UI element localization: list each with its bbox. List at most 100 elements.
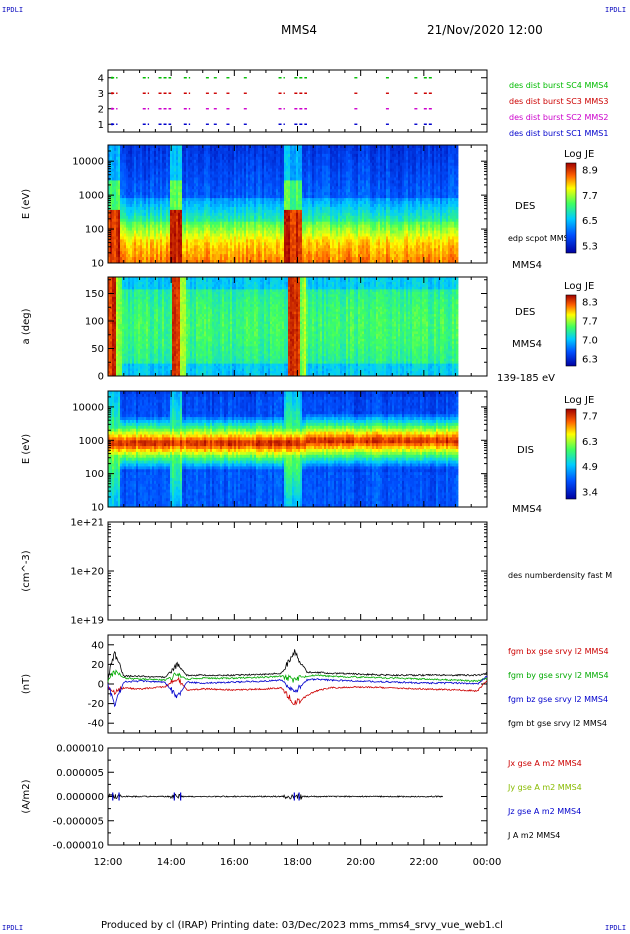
des-energy-spectrogram-cell bbox=[226, 153, 229, 158]
des-energy-spectrogram-cell bbox=[190, 227, 193, 231]
des-energy-spectrogram-cell bbox=[176, 168, 179, 172]
des-energy-spectrogram-cell bbox=[196, 227, 199, 231]
des-energy-spectrogram-cell bbox=[146, 183, 149, 187]
des-energy-spectrogram-cell bbox=[196, 168, 199, 172]
des-energy-spectrogram-cell bbox=[190, 162, 193, 167]
des-energy-spectrogram-cell bbox=[128, 156, 131, 161]
des-energy-spectrogram-cell bbox=[166, 150, 169, 155]
des-energy-spectrogram-cell bbox=[230, 171, 233, 175]
des-energy-spectrogram-cell bbox=[130, 257, 133, 261]
des-energy-spectrogram-cell bbox=[210, 183, 213, 187]
des-energy-spectrogram-cell bbox=[154, 156, 157, 161]
des-energy-spectrogram-cell bbox=[142, 156, 145, 161]
des-energy-spectrogram-cell bbox=[254, 218, 257, 223]
des-energy-spectrogram-cell bbox=[142, 198, 145, 202]
des-energy-spectrogram-cell bbox=[136, 215, 139, 220]
des-energy-spectrogram-cell bbox=[162, 233, 165, 237]
des-energy-spectrogram-cell bbox=[196, 215, 199, 220]
des-energy-spectrogram-cell bbox=[246, 171, 249, 175]
des-energy-spectrogram-cell bbox=[134, 206, 137, 211]
des-energy-spectrogram-cell bbox=[128, 162, 131, 167]
des-energy-spectrogram-cell bbox=[200, 189, 203, 193]
des-energy-spectrogram-cell bbox=[254, 201, 257, 205]
des-energy-spectrogram-cell bbox=[130, 233, 133, 237]
des-energy-spectrogram-cell bbox=[194, 236, 197, 240]
des-energy-spectrogram-cell bbox=[112, 233, 115, 237]
des-energy-spectrogram-cell bbox=[246, 204, 249, 208]
des-energy-spectrogram-cell bbox=[240, 230, 243, 234]
des-energy-spectrogram-cell bbox=[122, 180, 125, 184]
des-energy-spectrogram-cell bbox=[198, 218, 201, 223]
des-energy-spectrogram-cell bbox=[236, 186, 239, 190]
des-energy-spectrogram-cell bbox=[130, 156, 133, 161]
des-energy-spectrogram-cell bbox=[194, 215, 197, 220]
des-energy-spectrogram-cell bbox=[212, 236, 215, 240]
des-energy-spectrogram-cell bbox=[156, 162, 159, 167]
des-energy-spectrogram-cell bbox=[122, 168, 125, 172]
des-energy-spectrogram-cell bbox=[132, 174, 135, 178]
des-energy-spectrogram-cell bbox=[230, 183, 233, 187]
des-energy-spectrogram-cell bbox=[122, 248, 125, 252]
des-energy-spectrogram-cell bbox=[110, 174, 113, 178]
des-energy-spectrogram-cell bbox=[242, 183, 245, 187]
des-energy-spectrogram-cell bbox=[224, 224, 227, 228]
des-energy-spectrogram-cell bbox=[214, 174, 217, 178]
des-energy-spectrogram-cell bbox=[232, 147, 235, 152]
des-energy-spectrogram-cell bbox=[182, 251, 185, 255]
des-energy-spectrogram-cell bbox=[240, 242, 243, 246]
des-energy-spectrogram-cell bbox=[156, 206, 159, 211]
des-energy-spectrogram-cell bbox=[226, 212, 229, 217]
des-energy-spectrogram-cell bbox=[194, 147, 197, 152]
des-energy-spectrogram-cell bbox=[122, 150, 125, 155]
des-energy-spectrogram-cell bbox=[116, 218, 119, 223]
des-energy-spectrogram-cell bbox=[140, 198, 143, 202]
des-energy-spectrogram-cell bbox=[192, 159, 195, 164]
des-energy-spectrogram-cell bbox=[228, 153, 231, 158]
des-energy-spectrogram-cell bbox=[194, 224, 197, 228]
des-energy-spectrogram-cell bbox=[166, 147, 169, 152]
des-energy-spectrogram-cell bbox=[150, 159, 153, 164]
des-energy-spectrogram-cell bbox=[238, 165, 241, 169]
des-energy-spectrogram-cell bbox=[172, 245, 175, 249]
des-energy-spectrogram-cell bbox=[204, 156, 207, 161]
des-energy-spectrogram-cell bbox=[110, 165, 113, 169]
des-energy-spectrogram-cell bbox=[242, 260, 245, 264]
des-energy-spectrogram-cell bbox=[118, 189, 121, 193]
des-energy-spectrogram-cell bbox=[148, 206, 151, 211]
des-energy-spectrogram-cell bbox=[148, 221, 151, 226]
des-energy-spectrogram-cell bbox=[114, 195, 117, 199]
des-energy-spectrogram-cell bbox=[200, 206, 203, 211]
des-energy-spectrogram-cell bbox=[120, 145, 123, 149]
des-energy-spectrogram-cell bbox=[156, 204, 159, 208]
des-energy-spectrogram-cell bbox=[138, 201, 141, 205]
des-energy-spectrogram-cell bbox=[154, 177, 157, 181]
des-energy-spectrogram-cell bbox=[176, 156, 179, 161]
des-energy-spectrogram-cell bbox=[152, 221, 155, 226]
des-energy-spectrogram-cell bbox=[128, 168, 131, 172]
des-energy-spectrogram-cell bbox=[212, 260, 215, 264]
des-energy-spectrogram-cell bbox=[226, 204, 229, 208]
des-energy-spectrogram-cell bbox=[228, 221, 231, 226]
des-energy-spectrogram-cell bbox=[144, 177, 147, 181]
des-energy-spectrogram-cell bbox=[252, 206, 255, 211]
des-energy-spectrogram-cell bbox=[124, 180, 127, 184]
des-energy-spectrogram-cell bbox=[156, 201, 159, 205]
des-energy-spectrogram-cell bbox=[222, 145, 225, 149]
des-energy-spectrogram-cell bbox=[230, 162, 233, 167]
des-energy-spectrogram-cell bbox=[224, 230, 227, 234]
des-energy-spectrogram-cell bbox=[216, 162, 219, 167]
des-energy-spectrogram-cell bbox=[186, 257, 189, 261]
des-energy-spectrogram-cell bbox=[118, 206, 121, 211]
des-energy-spectrogram-cell bbox=[128, 198, 131, 202]
des-energy-spectrogram-cell bbox=[244, 233, 247, 237]
des-energy-spectrogram-cell bbox=[192, 248, 195, 252]
des-energy-spectrogram-cell bbox=[222, 204, 225, 208]
des-energy-spectrogram-cell bbox=[210, 165, 213, 169]
des-energy-spectrogram-cell bbox=[114, 186, 117, 190]
corner-label-top-left: IPDLI bbox=[2, 6, 23, 14]
des-energy-spectrogram-cell bbox=[202, 162, 205, 167]
des-energy-spectrogram-cell bbox=[206, 206, 209, 211]
des-energy-spectrogram-cell bbox=[240, 180, 243, 184]
des-energy-spectrogram-cell bbox=[246, 224, 249, 228]
des-energy-spectrogram-cell bbox=[208, 218, 211, 223]
